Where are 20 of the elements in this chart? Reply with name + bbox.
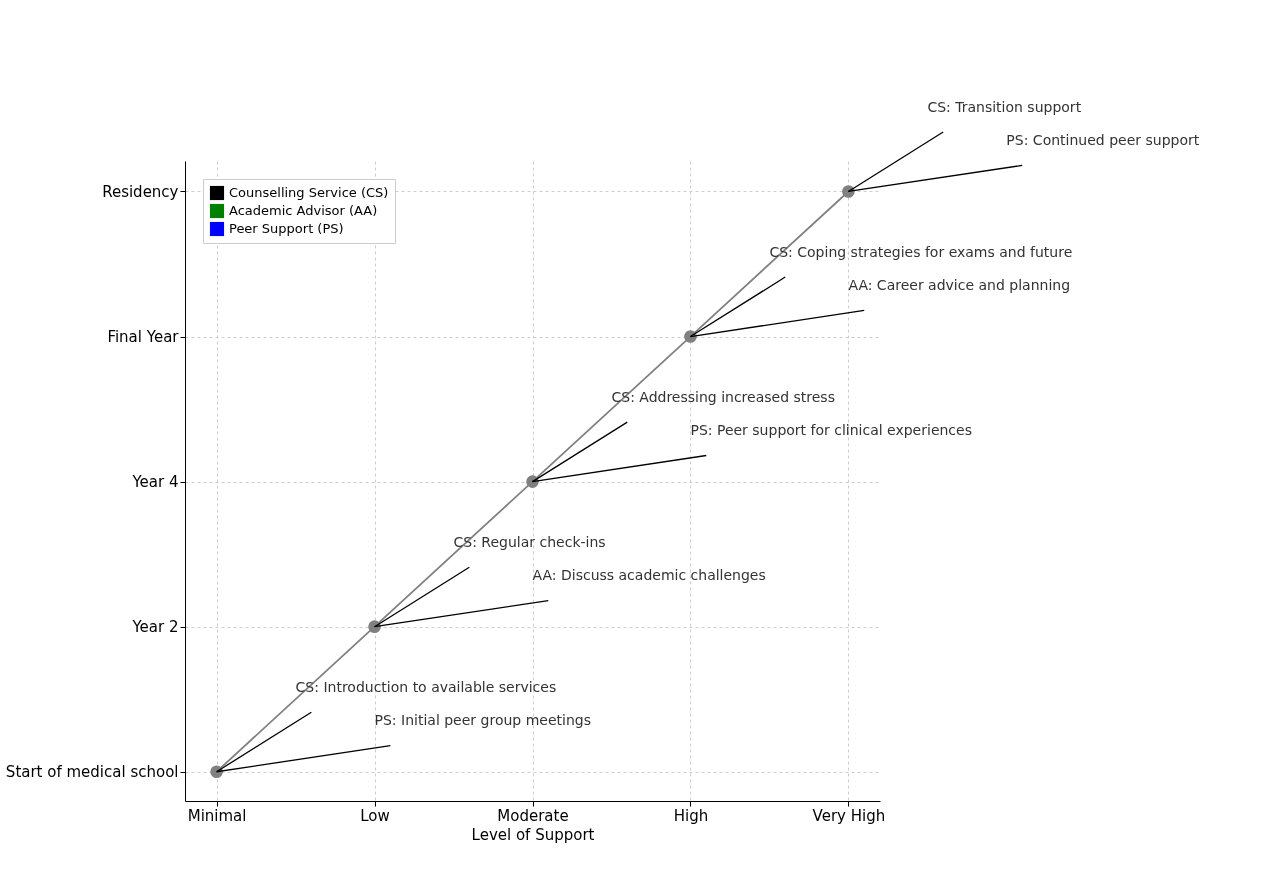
legend-label: Academic Advisor (AA) xyxy=(229,203,378,218)
x-tick-label: High xyxy=(673,806,709,825)
annotation: AA: Career advice and planning xyxy=(848,277,1071,294)
category-label: Start of medical school xyxy=(5,763,179,782)
x-tick-label: Moderate xyxy=(497,806,569,825)
category-label: Year 4 xyxy=(132,473,179,492)
x-tick-label: Very High xyxy=(812,806,886,825)
category-label: Final Year xyxy=(107,328,179,347)
category-label: Year 2 xyxy=(132,618,179,637)
x-tick-label: Minimal xyxy=(187,806,247,825)
x-tick-label: Low xyxy=(360,806,390,825)
text: CS: Transition support xyxy=(927,98,1082,115)
legend-label: Peer Support (PS) xyxy=(229,221,344,236)
annotation: AA: Discuss academic challenges xyxy=(532,567,766,584)
legend-label: Counselling Service (CS) xyxy=(229,185,389,200)
category-label: Residency xyxy=(102,182,179,201)
annotation: PS: Initial peer group meetings xyxy=(374,712,591,729)
x-axis-title: Level of Support xyxy=(471,825,595,844)
annotation: PS: Peer support for clinical experiences xyxy=(690,422,972,439)
text: PS: Continued peer support xyxy=(1006,131,1200,148)
